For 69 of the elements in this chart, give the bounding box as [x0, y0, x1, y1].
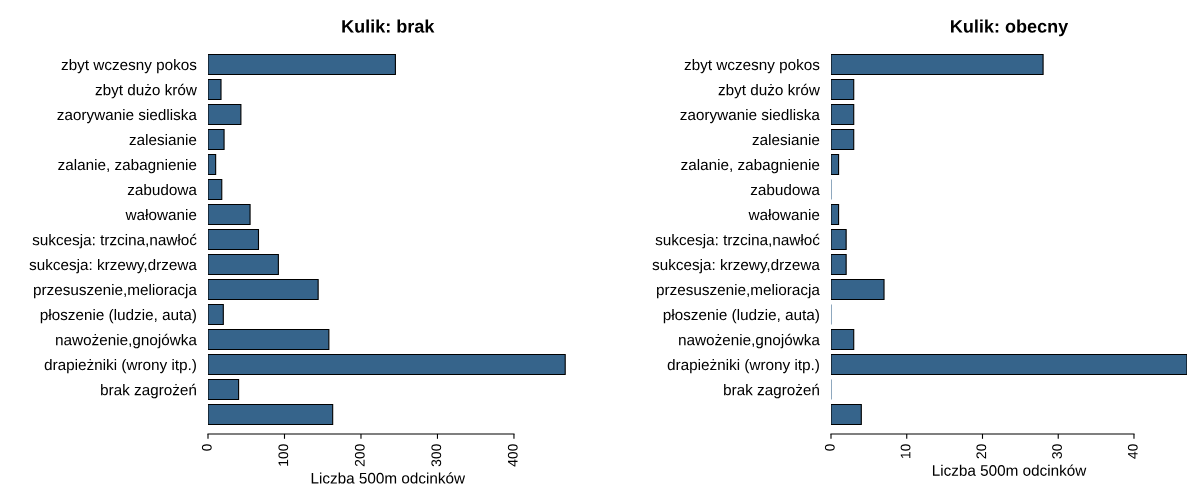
y-tick-label: zalanie, zabagnienie — [681, 158, 820, 174]
y-tick-label: zaorywanie siedliska — [680, 108, 820, 124]
y-tick-label: zbyt dużo krów — [95, 83, 197, 99]
x-tick-label: 300 — [431, 444, 442, 467]
bar — [831, 153, 840, 176]
y-tick-label: zbyt wczesny pokos — [61, 58, 197, 74]
x-axis-title: Liczba 500m odcinków — [311, 472, 466, 484]
x-tick-label: 100 — [278, 444, 289, 466]
y-tick-label: zabudowa — [750, 183, 820, 196]
bar — [831, 228, 847, 251]
bar — [831, 253, 847, 276]
y-tick-label: zabudowa — [127, 183, 197, 196]
y-tick-label: przesuszenie,melioracja — [34, 283, 197, 299]
y-tick-label: przesuszenie,melioracja — [657, 283, 820, 299]
y-tick-label: wałowanie — [748, 208, 820, 221]
bar — [831, 278, 885, 301]
bar — [208, 178, 223, 201]
bar — [831, 328, 855, 351]
bar — [831, 53, 1044, 76]
x-tick-label: 0 — [201, 444, 212, 451]
x-tick-label: 40 — [1127, 444, 1138, 459]
y-tick-label: sukcesja: trzcina,nawłoć — [32, 233, 197, 249]
bar — [831, 103, 855, 126]
y-tick-label: drapieżniki (wrony itp.) — [44, 358, 196, 374]
chart-title: Kulik: obecny — [951, 19, 1069, 37]
bar — [208, 378, 240, 401]
x-tick-label: 0 — [824, 444, 835, 451]
y-tick-label: zaorywanie siedliska — [57, 108, 197, 124]
bar — [831, 128, 855, 151]
y-tick-label: sukcesja: krzewy,drzewa — [29, 258, 197, 274]
y-tick-label: zbyt wczesny pokos — [684, 58, 820, 74]
x-tick-label: 200 — [354, 444, 365, 467]
y-tick-label: sukcesja: krzewy,drzewa — [652, 258, 820, 274]
bar — [208, 228, 260, 251]
bar — [208, 328, 330, 351]
bar — [208, 78, 222, 101]
y-tick-label: płoszenie (ludzie, auta) — [663, 308, 819, 324]
y-tick-label: zalanie, zabagnienie — [58, 158, 197, 174]
bar — [831, 403, 862, 426]
y-tick-label: nawożenie,gnojówka — [679, 333, 820, 349]
y-tick-label: brak zagrożeń — [101, 383, 196, 399]
y-tick-label: wałowanie — [125, 208, 197, 221]
bar — [208, 153, 217, 176]
bar — [208, 203, 251, 226]
x-tick-label: 400 — [507, 444, 518, 467]
bar — [831, 203, 840, 226]
y-tick-label: płoszenie (ludzie, auta) — [40, 308, 196, 324]
chart-title: Kulik: brak — [342, 19, 435, 33]
x-tick-label: 20 — [976, 444, 987, 459]
bar — [831, 78, 855, 101]
bar — [208, 403, 334, 426]
x-axis-title: Liczba 500m odcinków — [932, 464, 1087, 476]
bar — [831, 353, 1187, 376]
bar — [208, 303, 224, 326]
bar — [208, 253, 279, 276]
bar — [208, 103, 242, 126]
y-tick-label: brak zagrożeń — [724, 383, 819, 399]
bar — [208, 53, 396, 76]
y-tick-label: sukcesja: trzcina,nawłoć — [655, 233, 820, 249]
bar — [208, 128, 225, 151]
y-tick-label: nawożenie,gnojówka — [56, 333, 197, 349]
x-tick-label: 30 — [1052, 444, 1062, 459]
y-tick-label: drapieżniki (wrony itp.) — [667, 358, 819, 374]
y-tick-label: zalesianie — [129, 133, 197, 146]
bar — [208, 278, 319, 301]
bar — [208, 353, 566, 376]
x-tick-label: 10 — [900, 444, 911, 459]
y-tick-label: zalesianie — [752, 133, 820, 146]
y-tick-label: zbyt dużo krów — [718, 83, 820, 99]
